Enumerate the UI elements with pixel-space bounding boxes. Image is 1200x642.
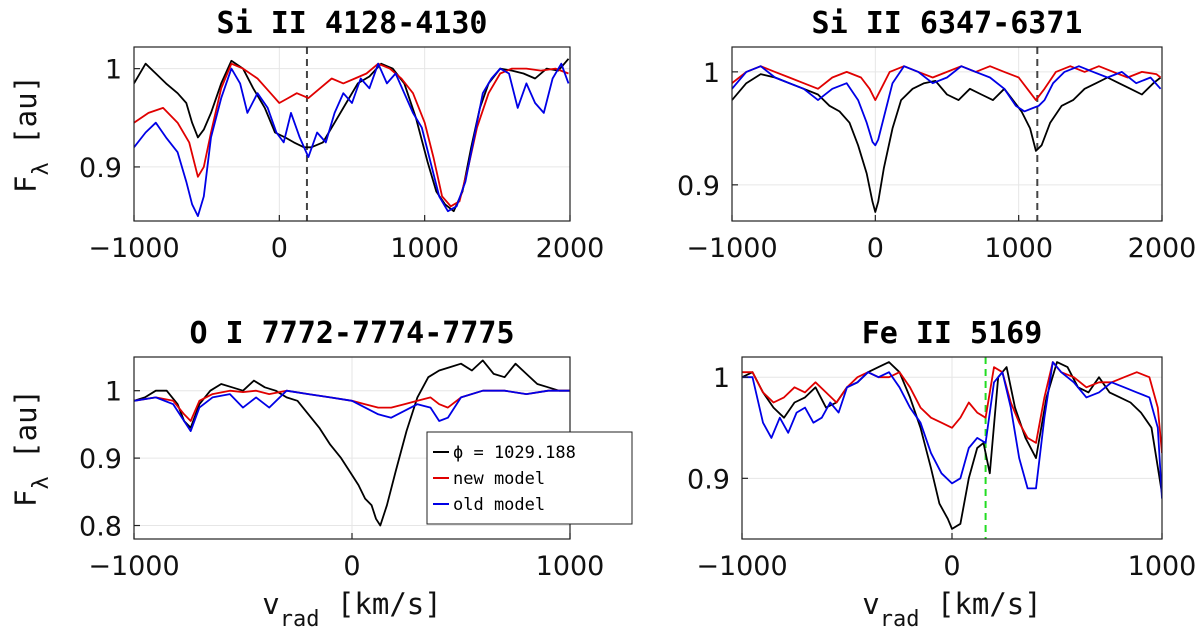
x-tick-label: 0: [867, 233, 884, 264]
legend-label: new model: [453, 469, 545, 489]
y-tick-label: 1: [105, 377, 122, 408]
legend: ϕ = 1029.188 new model old model: [426, 431, 633, 525]
plot-frame: [731, 46, 1163, 222]
panel-title: Si II 6347-6371: [812, 6, 1083, 41]
x-tick-label: 2000: [1128, 233, 1197, 264]
x-tick-label: 1000: [984, 233, 1053, 264]
y-tick-label: 0.8: [79, 512, 122, 543]
legend-label: ϕ = 1029.188: [453, 443, 576, 463]
series-group: [134, 359, 570, 527]
series-group: [732, 65, 1162, 213]
panel-title: Fe II 5169: [862, 316, 1043, 351]
y-tick-label: 0.9: [677, 171, 720, 202]
panel-4: −1000 0 1000 0.9 1 Fe II 5169 vrad [km/s]: [687, 316, 1196, 632]
x-axis-label: vrad [km/s]: [862, 587, 1041, 632]
y-tick-label: 0.9: [687, 464, 730, 495]
panel-1: −1000 0 1000 2000 0.9 1 Si II 4128-4130 Fλ [au]: [9, 6, 604, 264]
y-tick-label: 1: [703, 58, 720, 89]
series-line-old-model: [732, 65, 1162, 147]
series-line-new-model: [134, 62, 569, 208]
y-axis-label: Fλ [au]: [9, 389, 54, 507]
series-line-observed: [134, 58, 570, 213]
y-tick-label: 1: [713, 363, 730, 394]
x-tick-label: −1000: [696, 551, 787, 582]
x-axis-label: vrad [km/s]: [262, 587, 441, 632]
x-tick-label: 0: [271, 233, 288, 264]
x-tick-label: −1000: [686, 233, 777, 264]
series-group: [742, 361, 1162, 530]
x-tick-label: 2000: [536, 233, 605, 264]
x-tick-label: 1000: [1128, 551, 1197, 582]
y-axis-label: Fλ [au]: [9, 75, 54, 193]
y-tick-label: 0.9: [79, 153, 122, 184]
series-line-old-model: [134, 389, 570, 432]
legend-box: [426, 431, 633, 525]
series-line-observed: [742, 361, 1162, 530]
y-tick-label: 0.9: [79, 444, 122, 475]
series-group: [134, 58, 570, 217]
series-line-old-model: [134, 62, 570, 217]
x-tick-label: −1000: [88, 233, 179, 264]
panel-2: −1000 0 1000 2000 0.9 1 Si II 6347-6371: [677, 6, 1196, 264]
x-tick-label: 1000: [536, 551, 605, 582]
x-tick-label: 0: [343, 551, 360, 582]
panel-title: Si II 4128-4130: [217, 6, 488, 41]
legend-label: old model: [453, 495, 545, 515]
series-line-old-model: [742, 361, 1162, 499]
x-tick-label: −1000: [88, 551, 179, 582]
panel-title: O I 7772-7774-7775: [189, 316, 514, 351]
x-tick-label: 0: [943, 551, 960, 582]
plot-frame: [133, 46, 571, 222]
series-line-observed: [732, 73, 1162, 213]
x-tick-label: 1000: [390, 233, 459, 264]
y-tick-label: 1: [105, 55, 122, 86]
panel-3: −1000 0 1000 0.8 0.9 1 O I 7772-7774-7775 Fλ [a…: [9, 316, 633, 632]
series-line-new-model: [742, 361, 1162, 454]
